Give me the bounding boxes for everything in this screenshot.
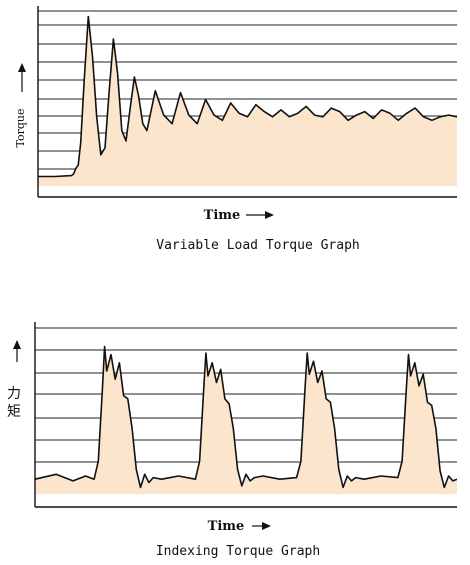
gridlines [35,327,457,463]
x-axis-arrow-icon [252,522,271,530]
y-axis-label-char-2: 矩 [7,404,21,420]
torque-area [35,346,457,494]
x-axis-label: Time [208,519,245,534]
chart-variable-load: Torque Time Variable Load Torque Graph [14,6,458,253]
y-axis-arrow-icon [18,63,26,92]
x-axis-label: Time [204,208,241,223]
x-axis-arrow-icon [246,211,274,219]
torque-line [38,15,458,178]
chart-indexing: 力 矩 Time Indexing Torque Graph [7,322,458,559]
torque-line [34,345,458,489]
torque-area [38,16,457,186]
chart-title: Variable Load Torque Graph [156,238,360,253]
y-axis-label: Torque [14,109,27,148]
y-axis-label-char-1: 力 [7,386,21,402]
chart-title: Indexing Torque Graph [156,544,320,559]
y-axis-arrow-icon [13,340,21,362]
